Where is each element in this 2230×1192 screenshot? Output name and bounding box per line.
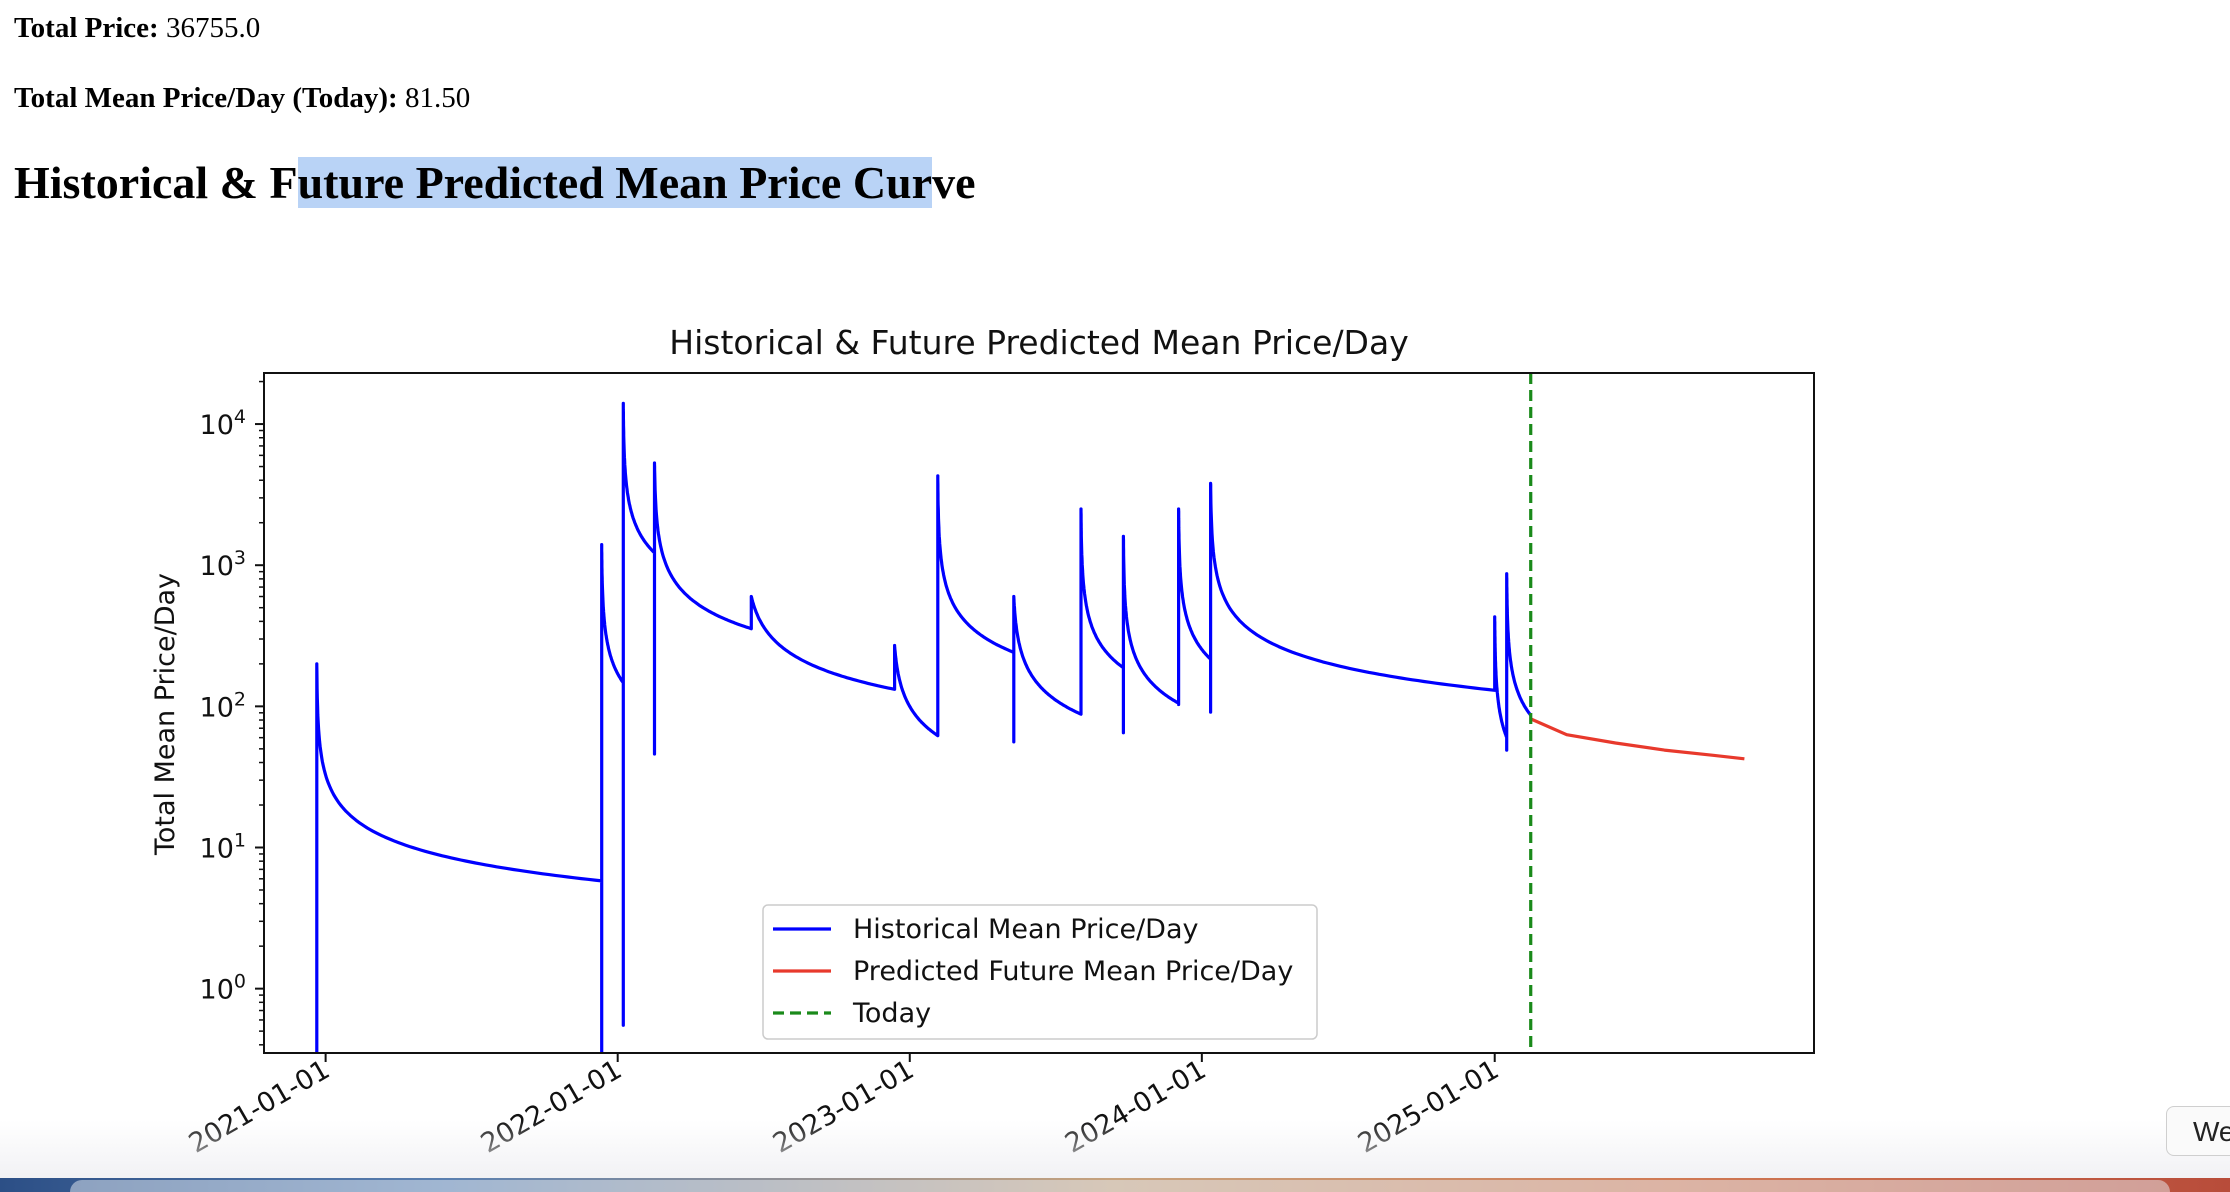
legend-label: Predicted Future Mean Price/Day [853,956,1293,987]
page-title: Historical & Future Predicted Mean Price… [14,156,975,209]
historical-series-line [315,401,1532,1053]
y-tick-label: 103 [200,547,246,582]
taskbar-tab [70,1180,2170,1192]
legend-label: Today [852,998,931,1029]
bottom-fade [0,1120,2230,1180]
corner-chip[interactable]: We [2166,1106,2230,1156]
legend-label: Historical Mean Price/Day [853,914,1198,945]
total-price-stat: Total Price: 36755.0 [14,12,260,45]
predicted-series-line [1530,717,1745,761]
page-title-part-3: ve [932,157,976,208]
y-minor-ticks [259,380,264,1046]
total-price-value: 36755.0 [165,12,261,44]
y-tick-label: 101 [200,829,246,864]
page-title-part-1: Historical & F [14,157,298,208]
mean-price-today-stat: Total Mean Price/Day (Today): 81.50 [14,82,470,115]
y-tick-label: 104 [200,406,246,441]
mean-price-today-label: Total Mean Price/Day (Today): [14,82,398,114]
mean-price-today-value: 81.50 [404,82,471,114]
page-title-selected-text[interactable]: uture Predicted Mean Price Cur [297,157,933,208]
total-price-label: Total Price: [14,12,159,44]
y-tick-label: 102 [200,688,246,723]
chart-title: Historical & Future Predicted Mean Price… [669,323,1408,362]
y-tick-label: 100 [200,971,246,1006]
legend-box [762,904,1318,1040]
y-axis-label: Total Mean Price/Day [150,573,181,856]
